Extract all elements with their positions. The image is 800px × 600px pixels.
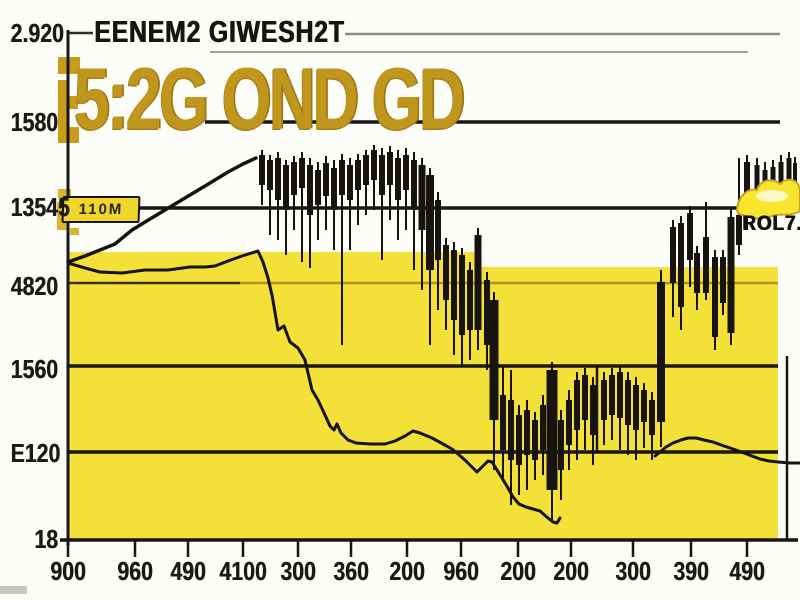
candle-body: [403, 155, 409, 190]
candle-body: [609, 375, 615, 415]
gold-watermark-title: 5:2G OND GD: [74, 49, 465, 148]
candle-body: [426, 175, 434, 270]
price-tag-badge: 110M: [61, 196, 141, 223]
x-axis-label: 200: [500, 556, 536, 586]
candle-body: [524, 410, 530, 455]
x-axis-label: 960: [443, 556, 479, 586]
candle-body: [443, 245, 449, 300]
y-axis-label: 1560: [10, 354, 59, 384]
x-axis-label: 960: [117, 556, 153, 586]
ma-line: [653, 436, 800, 465]
candle-body: [625, 380, 631, 425]
candle-body: [387, 152, 393, 185]
candle-body: [727, 217, 735, 333]
candle-body: [558, 420, 564, 470]
candle-body: [657, 282, 665, 422]
x-axis-label: 4100: [219, 556, 267, 586]
candle-body: [754, 165, 760, 190]
candle-body: [687, 213, 693, 260]
candle-body: [720, 257, 726, 303]
candle-body: [267, 160, 273, 190]
candle-body: [770, 167, 776, 188]
candle-body: [283, 165, 289, 210]
x-axis-label: 490: [170, 556, 206, 586]
letter-fragment: [70, 228, 79, 235]
candle-body: [778, 162, 784, 195]
candle-body: [299, 158, 305, 188]
candle-body: [484, 280, 490, 345]
y-axis-label: E120: [10, 438, 61, 468]
candle-body: [508, 400, 514, 460]
candle-body: [474, 235, 482, 330]
candle-body: [459, 255, 465, 335]
y-axis-label: 1580: [10, 107, 59, 137]
candle-body: [347, 165, 353, 200]
candle-body: [418, 165, 426, 230]
candle-body: [694, 253, 700, 293]
candle-body: [315, 170, 321, 205]
chart-title: EENEM2 GIWESH2T: [94, 14, 345, 49]
candle-body: [291, 162, 297, 195]
cloud-highlight: [756, 190, 788, 202]
candle-body: [379, 155, 385, 195]
candle-body: [793, 163, 797, 190]
candle-body: [617, 372, 623, 418]
x-axis-label: 900: [50, 556, 86, 586]
x-axis-label: 300: [615, 556, 651, 586]
candle-body: [703, 237, 709, 293]
candle-body: [540, 405, 546, 450]
candle-body: [641, 390, 647, 422]
candle-body: [601, 380, 607, 420]
candle-body: [590, 385, 596, 435]
y-axis-label: 13545: [10, 192, 70, 222]
candle-body: [516, 415, 522, 465]
x-axis-label: 200: [553, 556, 589, 586]
candle-body: [435, 200, 441, 260]
ma-line: [66, 249, 562, 525]
candle-body: [500, 395, 506, 450]
candle-body: [323, 163, 329, 196]
candle-body: [582, 375, 588, 420]
price-annotation: ROL7.: [742, 212, 800, 235]
x-axis-label: 490: [729, 556, 765, 586]
candle-body: [670, 227, 676, 283]
x-axis-label: 200: [389, 556, 425, 586]
candle-body: [275, 158, 281, 200]
candle-body: [259, 155, 265, 185]
trend-line: [66, 156, 258, 264]
candle-body: [339, 160, 345, 195]
candle-body: [371, 150, 377, 180]
candle-body: [363, 155, 369, 185]
candle-body: [744, 162, 750, 210]
candle-body: [633, 385, 639, 430]
candle-body: [546, 370, 558, 490]
candle-body: [307, 165, 313, 215]
x-axis-label: 300: [280, 556, 316, 586]
candle-body: [712, 257, 718, 337]
candle-body: [451, 250, 457, 320]
candle-body: [489, 300, 499, 420]
x-axis-label: 390: [673, 556, 709, 586]
candle-body: [355, 160, 361, 190]
candle-body: [574, 380, 580, 430]
y-axis-label: 18: [34, 524, 58, 554]
y-axis-label: 2.920: [10, 18, 64, 48]
candle-body: [467, 270, 473, 330]
candle-body: [736, 215, 742, 245]
y-axis-label: 4820: [10, 271, 59, 301]
x-axis-label: 360: [333, 556, 369, 586]
candle-body: [331, 168, 337, 210]
candle-body: [395, 158, 401, 200]
letter-fragment: [58, 80, 68, 143]
letter-fragment: [0, 586, 27, 594]
candle-body: [678, 223, 684, 307]
candle-body: [566, 400, 572, 445]
letter-fragment: [58, 189, 71, 198]
candle-body: [411, 160, 417, 210]
candle-body: [532, 420, 538, 460]
candle-body: [649, 400, 655, 435]
